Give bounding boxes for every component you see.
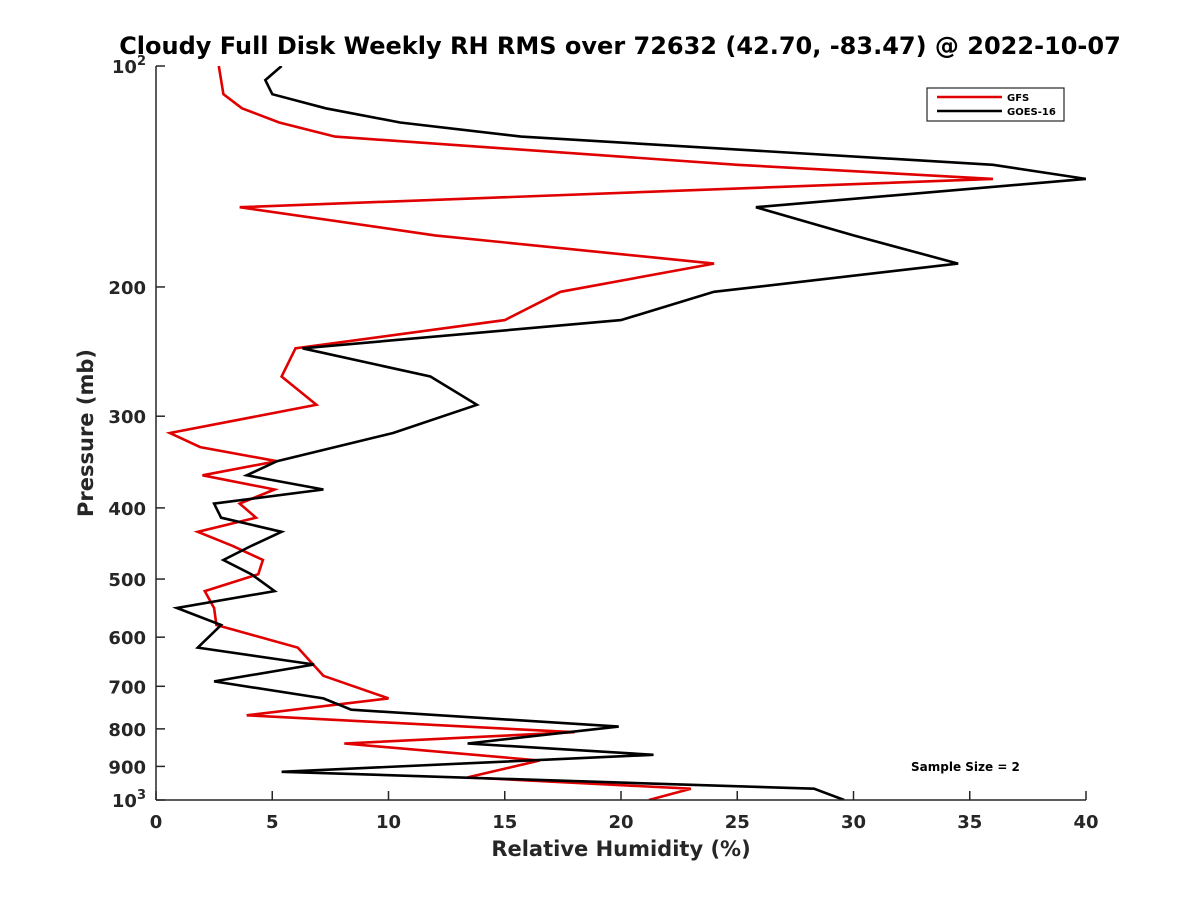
y-tick-label: 102 [112, 54, 146, 78]
x-tick-label: 10 [376, 812, 401, 833]
x-axis-ticks: 0 5 10 15 20 25 30 35 40 [150, 791, 1099, 833]
y-tick-label: 800 [108, 720, 146, 741]
x-tick-label: 5 [266, 812, 279, 833]
sample-size-annotation: Sample Size = 2 [911, 760, 1020, 774]
x-tick-label: 35 [957, 812, 982, 833]
y-axis-label: Pressure (mb) [74, 349, 98, 517]
y-tick-label: 400 [108, 499, 146, 520]
y-tick-label: 103 [112, 788, 146, 812]
legend-box [926, 87, 1065, 122]
x-axis-label: Relative Humidity (%) [491, 837, 750, 861]
y-tick-label: 500 [108, 570, 146, 591]
y-tick-label: 600 [108, 628, 146, 649]
x-tick-label: 0 [150, 812, 163, 833]
series-line-goes-16 [172, 66, 1086, 800]
x-tick-label: 25 [725, 812, 750, 833]
y-tick-label: 700 [108, 677, 146, 698]
y-tick-label: 200 [108, 278, 146, 299]
x-tick-label: 30 [841, 812, 866, 833]
x-tick-label: 20 [608, 812, 633, 833]
y-tick-label: 900 [108, 757, 146, 778]
x-tick-label: 15 [492, 812, 517, 833]
y-tick-label: 300 [108, 407, 146, 428]
series-line-gfs [165, 66, 994, 800]
y-axis-ticks: 102 200 300 400 500 600 700 800 900 103 [108, 54, 165, 812]
plot-lines [165, 66, 1086, 800]
legend-label: GFS [1007, 93, 1029, 104]
legend-label: GOES-16 [1007, 107, 1056, 118]
x-tick-label: 40 [1073, 812, 1098, 833]
legend: GFS GOES-16 [926, 87, 1065, 122]
chart-title: Cloudy Full Disk Weekly RH RMS over 7263… [119, 32, 1121, 60]
